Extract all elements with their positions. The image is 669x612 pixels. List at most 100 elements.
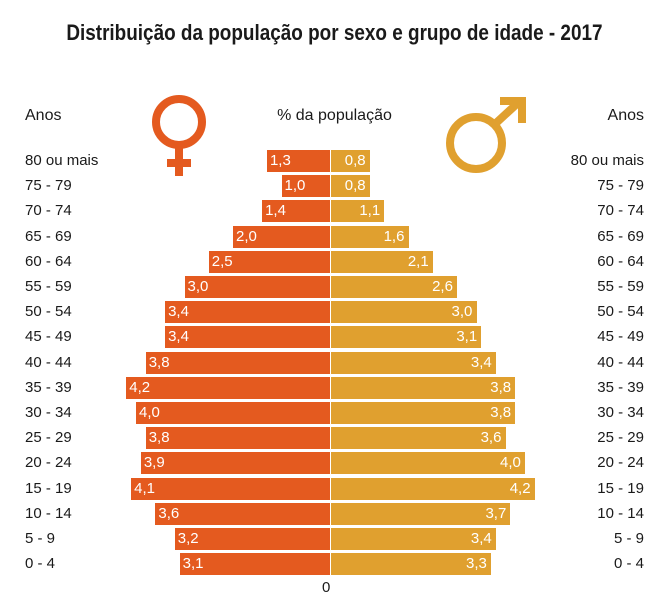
female-bar [155, 502, 330, 525]
age-group-label-left: 65 - 69 [25, 227, 72, 245]
age-group-label-right: 45 - 49 [597, 328, 644, 346]
male-bar [331, 477, 535, 500]
age-group-label-left: 25 - 29 [25, 429, 72, 447]
male-bar [331, 427, 506, 450]
female-value-label: 1,4 [265, 202, 286, 220]
age-group-label-left: 10 - 14 [25, 504, 72, 522]
x-axis-zero-tick: 0 [322, 579, 331, 596]
male-bar [331, 301, 477, 324]
age-group-label-right: 70 - 74 [597, 202, 644, 220]
male-bar [331, 553, 492, 576]
female-value-label: 4,0 [139, 404, 160, 421]
chart-title: Distribuição da população por sexo e gru… [66, 20, 603, 45]
male-value-label: 3,1 [456, 328, 478, 346]
age-group-label-right: 80 ou mais [570, 152, 644, 169]
male-value-label: 3,8 [490, 404, 512, 421]
age-group-label-right: 75 - 79 [597, 177, 644, 195]
female-bar [262, 200, 330, 223]
female-bar [208, 250, 330, 273]
age-group-label-right: 20 - 24 [597, 454, 644, 472]
male-value-label: 4,2 [509, 479, 531, 497]
female-value-label: 2,5 [211, 252, 233, 270]
age-group-label-left: 35 - 39 [25, 378, 72, 396]
male-value-label: 3,0 [451, 303, 473, 321]
female-value-label: 3,1 [182, 555, 204, 573]
age-group-label-right: 15 - 19 [597, 479, 644, 497]
female-value-label: 2,0 [236, 227, 257, 245]
male-bar [331, 200, 385, 223]
male-bar [331, 150, 370, 172]
age-group-label-left: 15 - 19 [25, 479, 72, 497]
female-bar [233, 225, 330, 248]
male-bar [331, 250, 433, 273]
age-group-label-left: 0 - 4 [25, 555, 56, 573]
age-group-label-left: 50 - 54 [25, 303, 72, 321]
male-value-label: 3,7 [485, 504, 507, 522]
female-value-label: 3,0 [187, 278, 209, 295]
age-group-label-right: 10 - 14 [597, 504, 644, 522]
female-bar [136, 402, 330, 424]
female-bar [266, 150, 330, 172]
age-group-label-left: 80 ou mais [25, 152, 99, 169]
female-value-label: 3,8 [148, 429, 170, 447]
female-bar [281, 175, 330, 198]
female-value-label: 4,2 [129, 378, 151, 396]
age-group-label-right: 55 - 59 [597, 278, 644, 295]
female-bar [165, 326, 330, 349]
age-group-label-right: 65 - 69 [597, 227, 644, 245]
male-bar [331, 175, 370, 198]
male-bar [331, 326, 482, 349]
male-value-label: 2,6 [432, 278, 453, 295]
age-axis-label-left: Anos [25, 107, 62, 124]
age-group-label-right: 25 - 29 [597, 429, 644, 447]
age-group-label-left: 70 - 74 [25, 202, 72, 220]
male-value-label: 1,6 [383, 227, 405, 245]
female-value-label: 3,6 [158, 504, 180, 522]
age-axis-label-right: Anos [607, 107, 644, 124]
age-group-label-left: 60 - 64 [25, 252, 72, 270]
female-bar [174, 528, 330, 550]
age-group-label-right: 30 - 34 [597, 404, 644, 421]
female-bar [140, 452, 330, 475]
female-bar [131, 477, 330, 500]
male-value-label: 1,1 [359, 202, 381, 220]
female-value-label: 3,9 [143, 454, 165, 472]
male-value-label: 3,4 [470, 530, 492, 547]
female-bar [126, 376, 330, 399]
female-value-label: 1,3 [269, 152, 291, 169]
male-value-label: 2,1 [407, 252, 429, 270]
female-bar [179, 553, 330, 576]
male-value-label: 4,0 [500, 454, 521, 472]
female-value-label: 1,0 [284, 177, 306, 195]
age-group-label-right: 50 - 54 [597, 303, 644, 321]
male-symbol-icon [446, 97, 526, 173]
male-bar [331, 276, 458, 298]
female-value-label: 3,4 [168, 303, 189, 321]
age-group-label-left: 45 - 49 [25, 328, 72, 346]
x-axis-label: % da população [277, 107, 392, 124]
male-bar [331, 351, 496, 374]
age-group-label-right: 0 - 4 [613, 555, 644, 573]
female-bar [165, 301, 330, 324]
age-group-label-left: 75 - 79 [25, 177, 72, 195]
female-value-label: 3,4 [168, 328, 189, 346]
age-group-label-left: 55 - 59 [25, 278, 72, 295]
female-bar [184, 276, 330, 298]
male-value-label: 3,6 [480, 429, 502, 447]
age-group-label-left: 20 - 24 [25, 454, 72, 472]
female-value-label: 3,8 [148, 353, 170, 371]
female-bar [145, 351, 330, 374]
male-value-label: 0,8 [344, 152, 366, 169]
male-bar [331, 376, 516, 399]
age-group-label-left: 30 - 34 [25, 404, 72, 421]
male-bar [331, 452, 525, 475]
male-bar [331, 402, 516, 424]
female-value-label: 4,1 [134, 479, 155, 497]
age-group-label-left: 40 - 44 [25, 353, 72, 371]
age-group-label-right: 60 - 64 [597, 252, 644, 270]
male-bar [331, 225, 409, 248]
male-bar [331, 502, 511, 525]
age-group-label-right: 5 - 9 [613, 530, 644, 547]
age-group-label-right: 40 - 44 [597, 353, 644, 371]
male-bar [331, 528, 496, 550]
